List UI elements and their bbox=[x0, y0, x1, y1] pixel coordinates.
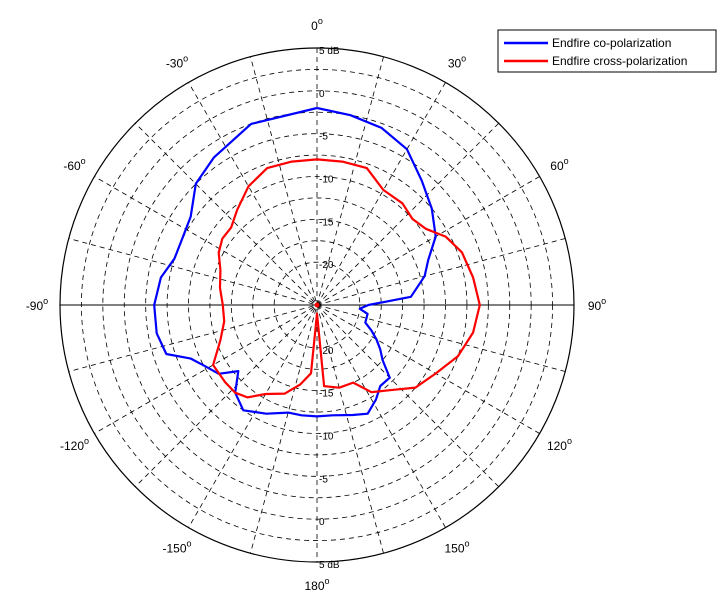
series-lines bbox=[153, 106, 481, 418]
ring-label-bottom: -20 bbox=[319, 346, 334, 357]
angle-label: -90o bbox=[26, 296, 48, 313]
legend-label-cross-polarization: Endfire cross-polarization bbox=[552, 54, 687, 68]
ring-label-top: -20 bbox=[319, 260, 334, 271]
ring-label-bottom: 0 bbox=[319, 517, 325, 528]
ring-label-bottom: -10 bbox=[319, 432, 334, 443]
ring-label-top: 0 bbox=[319, 89, 325, 100]
legend: Endfire co-polarization Endfire cross-po… bbox=[497, 29, 717, 73]
angle-label: -150o bbox=[162, 538, 191, 555]
ring-label-top: -15 bbox=[319, 217, 334, 228]
angle-label: -30o bbox=[166, 54, 188, 71]
ring-label-bottom: 5 dB bbox=[319, 560, 340, 571]
series-line-0 bbox=[153, 106, 437, 418]
ring-label-top: -5 bbox=[319, 132, 328, 143]
angle-label: 0o bbox=[311, 16, 323, 33]
angle-label: -120o bbox=[60, 436, 89, 453]
ring-label-top: -10 bbox=[319, 175, 334, 186]
series-line-1 bbox=[212, 158, 481, 399]
angle-label: 150o bbox=[444, 538, 469, 555]
angle-label: -60o bbox=[63, 156, 85, 173]
ring-label-bottom: -15 bbox=[319, 389, 334, 400]
angle-label: 180o bbox=[304, 576, 329, 593]
legend-label-co-polarization: Endfire co-polarization bbox=[552, 36, 671, 50]
angle-labels: 0o30o60o90o120o150o180o-150o-120o-90o-60… bbox=[26, 16, 606, 593]
center-marker bbox=[314, 302, 320, 308]
angle-label: 120o bbox=[547, 436, 572, 453]
ring-labels: 5 dB 5 dB 0 0 -5 -5 -10 -10 -15 -15 -20 -20 bbox=[319, 46, 340, 571]
legend-box bbox=[497, 29, 717, 73]
ring-label-bottom: -5 bbox=[319, 474, 328, 485]
ring-label-top: 5 dB bbox=[319, 46, 340, 57]
